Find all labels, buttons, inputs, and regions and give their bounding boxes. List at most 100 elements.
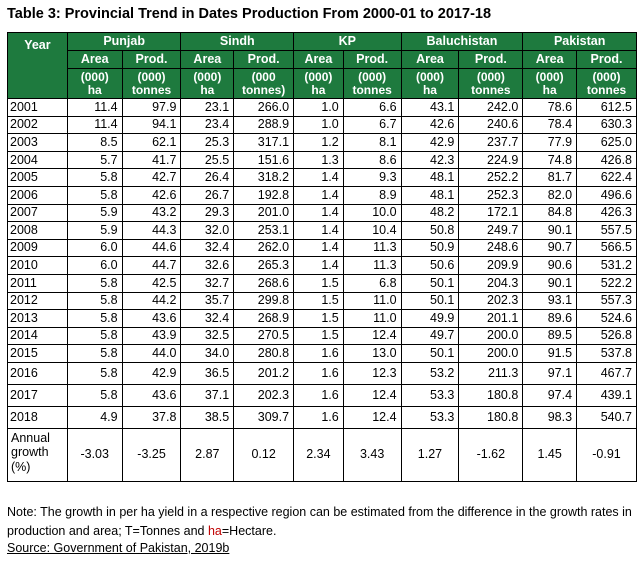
value-cell: 526.8 <box>577 327 637 345</box>
value-cell: 5.8 <box>67 327 122 345</box>
value-cell: 5.7 <box>67 151 122 169</box>
value-cell: 8.5 <box>67 134 122 152</box>
value-cell: 11.3 <box>343 239 401 257</box>
value-cell: 1.4 <box>294 239 344 257</box>
table-body: 2001 11.4 97.9 23.1 266.0 1.0 6.6 43.1 242.0 78.6… <box>8 99 637 482</box>
value-cell: 42.3 <box>401 151 459 169</box>
source-link[interactable]: Source: Government of Pakistan, 2019b <box>7 541 229 555</box>
value-cell: 612.5 <box>577 99 637 117</box>
value-cell: 50.1 <box>401 274 459 292</box>
value-cell: 12.4 <box>343 327 401 345</box>
value-cell: 48.2 <box>401 204 459 222</box>
note-highlight: ha <box>208 524 222 538</box>
value-cell: 204.3 <box>459 274 523 292</box>
value-cell: 50.8 <box>401 222 459 240</box>
metric-header: Area <box>523 51 577 69</box>
value-cell: 26.4 <box>181 169 234 187</box>
value-cell: 566.5 <box>577 239 637 257</box>
table-row: 2017 5.8 43.6 37.1 202.3 1.6 12.4 53.3 180.8 97.4… <box>8 384 637 406</box>
value-cell: 25.3 <box>181 134 234 152</box>
value-cell: 38.5 <box>181 406 234 428</box>
value-cell: 5.9 <box>67 222 122 240</box>
value-cell: 270.5 <box>234 327 294 345</box>
value-cell: 524.6 <box>577 310 637 328</box>
value-cell: 1.6 <box>294 406 344 428</box>
year-cell: 2008 <box>8 222 68 240</box>
value-cell: 622.4 <box>577 169 637 187</box>
table-row: 2009 6.0 44.6 32.4 262.0 1.4 11.3 50.9 248.6 90.7… <box>8 239 637 257</box>
table-row: 2012 5.8 44.2 35.7 299.8 1.5 11.0 50.1 202.3 93.1… <box>8 292 637 310</box>
table-row: 2018 4.9 37.8 38.5 309.7 1.6 12.4 53.3 180.8 98.3… <box>8 406 637 428</box>
dates-production-table: Year Punjab Sindh KP Baluchistan Pakistan Are… <box>7 32 637 482</box>
value-cell: 5.8 <box>67 362 122 384</box>
table-row: 2008 5.9 44.3 32.0 253.1 1.4 10.4 50.8 249.7 90.1… <box>8 222 637 240</box>
growth-value: -3.25 <box>122 428 181 481</box>
value-cell: 1.4 <box>294 257 344 275</box>
unit-header: (000) tonnes <box>343 69 401 99</box>
value-cell: 91.5 <box>523 345 577 363</box>
year-cell: 2011 <box>8 274 68 292</box>
value-cell: 50.1 <box>401 345 459 363</box>
province-header: Baluchistan <box>401 33 523 51</box>
value-cell: 202.3 <box>459 292 523 310</box>
value-cell: 192.8 <box>234 186 294 204</box>
value-cell: 309.7 <box>234 406 294 428</box>
growth-value: 3.43 <box>343 428 401 481</box>
value-cell: 42.6 <box>122 186 181 204</box>
value-cell: 201.1 <box>459 310 523 328</box>
year-cell: 2002 <box>8 116 68 134</box>
value-cell: 317.1 <box>234 134 294 152</box>
value-cell: 12.3 <box>343 362 401 384</box>
value-cell: 43.6 <box>122 384 181 406</box>
growth-value: -1.62 <box>459 428 523 481</box>
value-cell: 253.1 <box>234 222 294 240</box>
value-cell: 202.3 <box>234 384 294 406</box>
value-cell: 201.2 <box>234 362 294 384</box>
value-cell: 10.4 <box>343 222 401 240</box>
value-cell: 44.3 <box>122 222 181 240</box>
value-cell: 78.6 <box>523 99 577 117</box>
value-cell: 41.7 <box>122 151 181 169</box>
metric-header: Area <box>181 51 234 69</box>
table-row: 2015 5.8 44.0 34.0 280.8 1.6 13.0 50.1 200.0 91.5… <box>8 345 637 363</box>
value-cell: 1.6 <box>294 345 344 363</box>
value-cell: 26.7 <box>181 186 234 204</box>
value-cell: 12.4 <box>343 384 401 406</box>
growth-value: 1.45 <box>523 428 577 481</box>
value-cell: 242.0 <box>459 99 523 117</box>
value-cell: 11.4 <box>67 116 122 134</box>
value-cell: 4.9 <box>67 406 122 428</box>
value-cell: 1.2 <box>294 134 344 152</box>
value-cell: 90.1 <box>523 274 577 292</box>
growth-value: -0.91 <box>577 428 637 481</box>
value-cell: 1.0 <box>294 116 344 134</box>
metric-header: Prod. <box>459 51 523 69</box>
value-cell: 557.5 <box>577 222 637 240</box>
value-cell: 172.1 <box>459 204 523 222</box>
year-cell: 2010 <box>8 257 68 275</box>
value-cell: 209.9 <box>459 257 523 275</box>
value-cell: 81.7 <box>523 169 577 187</box>
value-cell: 262.0 <box>234 239 294 257</box>
table-row: 2004 5.7 41.7 25.5 151.6 1.3 8.6 42.3 224.9 74.8 4… <box>8 151 637 169</box>
table-row: 2003 8.5 62.1 25.3 317.1 1.2 8.1 42.9 237.7 77.9 6… <box>8 134 637 152</box>
year-cell: 2003 <box>8 134 68 152</box>
value-cell: 43.6 <box>122 310 181 328</box>
value-cell: 50.1 <box>401 292 459 310</box>
value-cell: 11.4 <box>67 99 122 117</box>
value-cell: 49.9 <box>401 310 459 328</box>
value-cell: 11.0 <box>343 310 401 328</box>
growth-value: 0.12 <box>234 428 294 481</box>
value-cell: 97.9 <box>122 99 181 117</box>
value-cell: 32.5 <box>181 327 234 345</box>
value-cell: 32.6 <box>181 257 234 275</box>
province-header: KP <box>294 33 402 51</box>
note-text: Note: The growth in per ha yield in a re… <box>7 505 632 538</box>
metric-header: Prod. <box>122 51 181 69</box>
value-cell: 5.8 <box>67 169 122 187</box>
value-cell: 1.4 <box>294 204 344 222</box>
value-cell: 32.4 <box>181 310 234 328</box>
value-cell: 42.9 <box>401 134 459 152</box>
value-cell: 200.0 <box>459 327 523 345</box>
value-cell: 37.8 <box>122 406 181 428</box>
